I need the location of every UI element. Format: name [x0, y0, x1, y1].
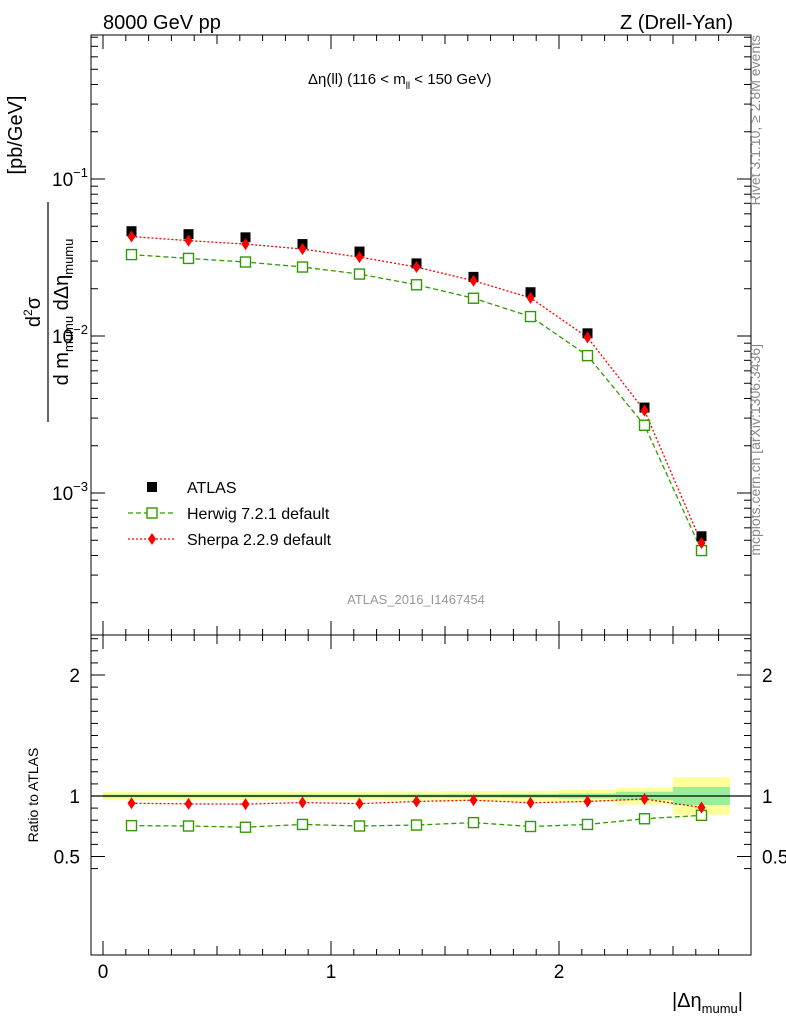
legend: ATLAS Herwig 7.2.1 default Sherpa 2.2.9 de…: [128, 480, 332, 549]
legend-label: Herwig 7.2.1 default: [187, 506, 330, 523]
main-data-point: [125, 248, 138, 261]
main-data-point: [127, 230, 136, 243]
svg-text:d2σ: d2σ: [21, 296, 45, 327]
ratio-data-point: [182, 820, 195, 832]
main-data-point: [526, 291, 535, 304]
main-data-point: [410, 279, 423, 291]
main-data-point: [183, 229, 194, 240]
main-data-point: [467, 292, 480, 304]
ratio-data-point: [467, 816, 480, 829]
ratio-data-point: [127, 797, 136, 810]
main-data-point: [581, 349, 594, 362]
main-data-point: [184, 234, 193, 247]
main-data-point: [524, 310, 537, 323]
ratio-data-point: [697, 801, 706, 814]
ratio-data-point: [412, 795, 421, 808]
main-data-point: [182, 252, 195, 265]
main-y-tick-label: 10−3: [52, 479, 88, 505]
ratio-y-tick-label: 0.5: [54, 848, 80, 869]
main-series-line: [131, 235, 703, 544]
ratio-data-point: [239, 821, 252, 833]
main-data-point: [696, 531, 707, 542]
ratio-data-point: [355, 797, 364, 810]
ratio-data-point: [410, 819, 423, 831]
main-data-point: [298, 243, 307, 256]
ratio-data-point: [640, 793, 649, 806]
main-data-point: [412, 261, 421, 274]
main-data-point: [353, 268, 366, 280]
main-axes: 10−1 10−2 10−3: [52, 35, 751, 635]
main-plot-title: Δη(ll) (116 < mll < 150 GeV): [308, 71, 491, 92]
main-y-tick-label: 10−1: [52, 165, 88, 191]
ratio-data-point: [296, 818, 309, 831]
x-tick-label: 1: [326, 962, 337, 983]
ratio-data-point: [469, 794, 478, 807]
main-y-tick-label: 10−2: [52, 322, 88, 348]
analysis-label: ATLAS_2016_I1467454: [347, 592, 485, 607]
ratio-data-point: [353, 820, 366, 832]
ratio-data-point: [125, 819, 138, 832]
ratio-data-point: [581, 818, 594, 831]
ratio-data-point: [184, 797, 193, 810]
ratio-plot-frame: [90, 634, 752, 956]
legend-marker: [147, 482, 157, 492]
rivet-version-label: Rivet 3.1.10, ≥ 2.8M events: [747, 35, 763, 205]
main-data-point: [241, 238, 250, 251]
svg-text:d mmumu dΔηmumu: d mmumu dΔηmumu: [51, 239, 76, 386]
ratio-y-tick-label-right: 1: [762, 787, 773, 808]
main-data-point: [296, 261, 309, 273]
ratio-data-point: [241, 798, 250, 811]
legend-label: Sherpa 2.2.9 default: [187, 532, 332, 549]
ratio-y-tick-label: 2: [69, 666, 80, 687]
ratio-data-point: [298, 796, 307, 809]
header-left: 8000 GeV pp: [103, 12, 221, 34]
ratio-data-point: [583, 795, 592, 808]
ratio-series: [125, 793, 708, 833]
main-data-point: [638, 419, 651, 431]
main-y-axis-unit: [pb/GeV]: [5, 96, 27, 175]
ratio-y-tick-label-right: 0.5: [762, 848, 786, 869]
ratio-y-axis-label: Ratio to ATLAS: [25, 748, 41, 843]
main-data-point: [697, 537, 706, 550]
main-data-point: [583, 331, 592, 344]
ratio-axes: 0 1 2 0.5 0.5 1 1 2 2: [54, 635, 786, 983]
main-data-point: [239, 256, 252, 268]
main-series: [125, 226, 708, 557]
ratio-uncertainty-bands: [91, 777, 751, 815]
main-data-point: [469, 274, 478, 287]
ratio-y-tick-label-right: 2: [762, 666, 773, 687]
main-data-point: [240, 232, 251, 243]
x-tick-label: 2: [554, 962, 565, 983]
ratio-data-point: [526, 796, 535, 809]
x-axis-label: |Δηmumu|: [672, 990, 743, 1016]
mcplots-label: mcplots.cern.ch [arXiv:1306.3436]: [747, 344, 763, 556]
header-right: Z (Drell-Yan): [620, 12, 733, 34]
main-data-point: [355, 251, 364, 264]
legend-marker: [146, 507, 158, 519]
ratio-y-tick-label: 1: [69, 787, 80, 808]
legend-marker: [148, 533, 156, 545]
main-series-line: [131, 253, 703, 551]
main-y-axis-label: d2σ d mmumu dΔηmumu: [21, 202, 76, 422]
x-tick-label: 0: [98, 962, 109, 983]
main-data-point: [640, 404, 649, 417]
ratio-series-line: [131, 814, 702, 828]
ratio-data-point: [638, 813, 651, 825]
legend-label: ATLAS: [187, 480, 237, 497]
ratio-data-point: [524, 820, 537, 833]
